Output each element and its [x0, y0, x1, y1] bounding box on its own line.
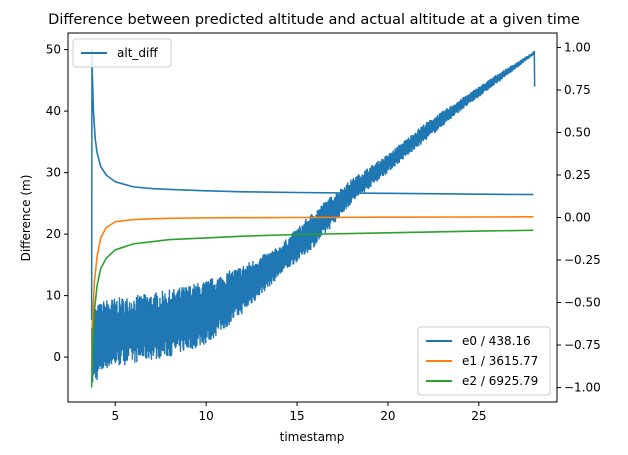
- legend-box: [72, 38, 172, 68]
- y-tick-label: 40: [46, 104, 61, 118]
- y2-tick-label: 0.25: [564, 168, 591, 182]
- y2-tick-label: −0.75: [564, 338, 601, 352]
- x-tick-label: 15: [289, 409, 304, 423]
- y2-tick-label: 0.75: [564, 83, 591, 97]
- legend-box: [417, 326, 551, 396]
- y-axis-label: Difference (m): [19, 175, 33, 262]
- x-tick-label: 5: [111, 409, 119, 423]
- ticks-layer: 5 10 15 20 25 0 10 20 30 40 50 −1.00 −0.75 −0.50 −0.25…: [46, 40, 601, 423]
- x-tick-label: 25: [471, 409, 486, 423]
- y-tick-label: 10: [46, 289, 61, 303]
- x-tick-label: 20: [380, 409, 395, 423]
- y2-tick-label: −0.50: [564, 296, 601, 310]
- x-axis-label: timestamp: [280, 430, 345, 444]
- series-line-e1: [90, 216, 534, 371]
- y2-tick-label: 0.50: [564, 125, 591, 139]
- y2-tick-label: −1.00: [564, 381, 601, 395]
- series-layer: [90, 49, 536, 388]
- y-tick-label: 0: [53, 350, 61, 364]
- chart-title: Difference between predicted altitude an…: [48, 12, 580, 28]
- series-drop-alt-diff: [533, 50, 536, 87]
- legend-entry: e0 / 438.16: [462, 334, 531, 348]
- legend-top-left: alt_diff: [72, 38, 172, 68]
- legend-entry: e2 / 6925.79: [462, 374, 538, 388]
- legend-entry: alt_diff: [117, 46, 158, 60]
- y-tick-label: 30: [46, 166, 61, 180]
- series-line-alt-diff: [90, 51, 535, 383]
- y2-tick-label: −0.25: [564, 253, 601, 267]
- y-tick-label: 50: [46, 43, 61, 57]
- legend-bottom-right: e0 / 438.16 e1 / 3615.77 e2 / 6925.79: [417, 326, 551, 396]
- y-tick-label: 20: [46, 227, 61, 241]
- y2-tick-label: 0.00: [564, 211, 591, 225]
- x-tick-label: 10: [199, 409, 214, 423]
- legend-entry: e1 / 3615.77: [462, 354, 538, 368]
- y2-tick-label: 1.00: [564, 40, 591, 54]
- series-line-e0: [90, 49, 534, 196]
- series-line-e2: [90, 229, 534, 388]
